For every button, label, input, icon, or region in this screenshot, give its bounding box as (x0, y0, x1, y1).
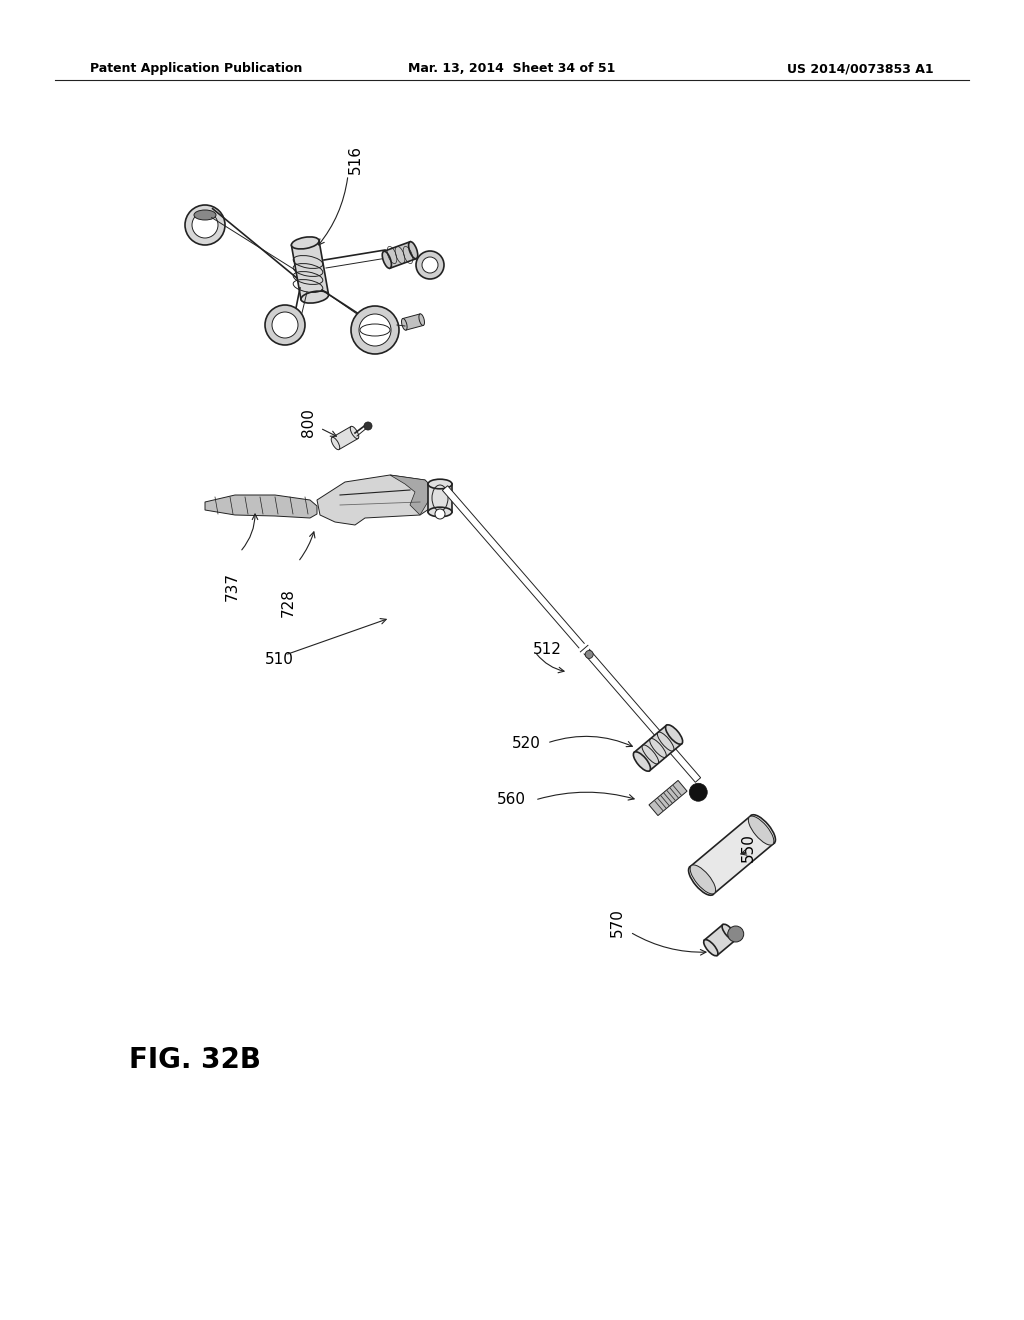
Polygon shape (402, 314, 423, 330)
Ellipse shape (688, 866, 714, 895)
Ellipse shape (382, 251, 391, 268)
Circle shape (435, 510, 445, 519)
Polygon shape (384, 242, 416, 268)
Circle shape (351, 306, 399, 354)
Ellipse shape (350, 426, 358, 438)
Circle shape (364, 422, 372, 430)
Ellipse shape (428, 479, 452, 488)
Ellipse shape (301, 290, 329, 304)
Ellipse shape (401, 318, 408, 330)
Text: 512: 512 (534, 643, 562, 657)
Ellipse shape (703, 940, 718, 956)
Circle shape (185, 205, 225, 246)
Text: 737: 737 (224, 572, 240, 601)
Ellipse shape (428, 507, 452, 517)
Circle shape (272, 312, 298, 338)
Circle shape (193, 213, 218, 238)
Ellipse shape (194, 210, 216, 220)
Text: FIG. 32B: FIG. 32B (129, 1045, 261, 1074)
Polygon shape (332, 426, 358, 450)
Text: 510: 510 (265, 652, 294, 668)
Ellipse shape (634, 752, 650, 771)
Polygon shape (634, 725, 682, 771)
Ellipse shape (409, 242, 418, 259)
Circle shape (422, 257, 438, 273)
Polygon shape (442, 486, 700, 783)
Polygon shape (390, 475, 435, 515)
Text: Mar. 13, 2014  Sheet 34 of 51: Mar. 13, 2014 Sheet 34 of 51 (409, 62, 615, 75)
Polygon shape (649, 780, 687, 816)
Text: US 2014/0073853 A1: US 2014/0073853 A1 (787, 62, 934, 75)
Polygon shape (428, 484, 452, 512)
Ellipse shape (666, 725, 683, 744)
Ellipse shape (722, 924, 736, 940)
Ellipse shape (331, 437, 340, 450)
Circle shape (265, 305, 305, 345)
Text: 560: 560 (497, 792, 526, 808)
Ellipse shape (690, 865, 716, 894)
Text: 728: 728 (281, 587, 296, 616)
Polygon shape (705, 924, 735, 956)
Text: 520: 520 (512, 735, 541, 751)
Circle shape (689, 783, 708, 801)
Circle shape (359, 314, 391, 346)
Circle shape (585, 651, 593, 659)
Ellipse shape (419, 314, 425, 326)
Ellipse shape (749, 816, 774, 845)
Polygon shape (205, 495, 317, 517)
Polygon shape (292, 240, 329, 300)
Circle shape (728, 927, 743, 942)
Text: Patent Application Publication: Patent Application Publication (90, 62, 302, 75)
Polygon shape (690, 816, 774, 895)
Ellipse shape (292, 236, 319, 249)
Circle shape (416, 251, 444, 279)
Text: 550: 550 (740, 833, 756, 862)
Text: 570: 570 (609, 908, 625, 937)
Ellipse shape (750, 814, 775, 843)
Text: 800: 800 (300, 408, 315, 437)
Text: 516: 516 (347, 145, 362, 174)
Polygon shape (317, 475, 435, 525)
